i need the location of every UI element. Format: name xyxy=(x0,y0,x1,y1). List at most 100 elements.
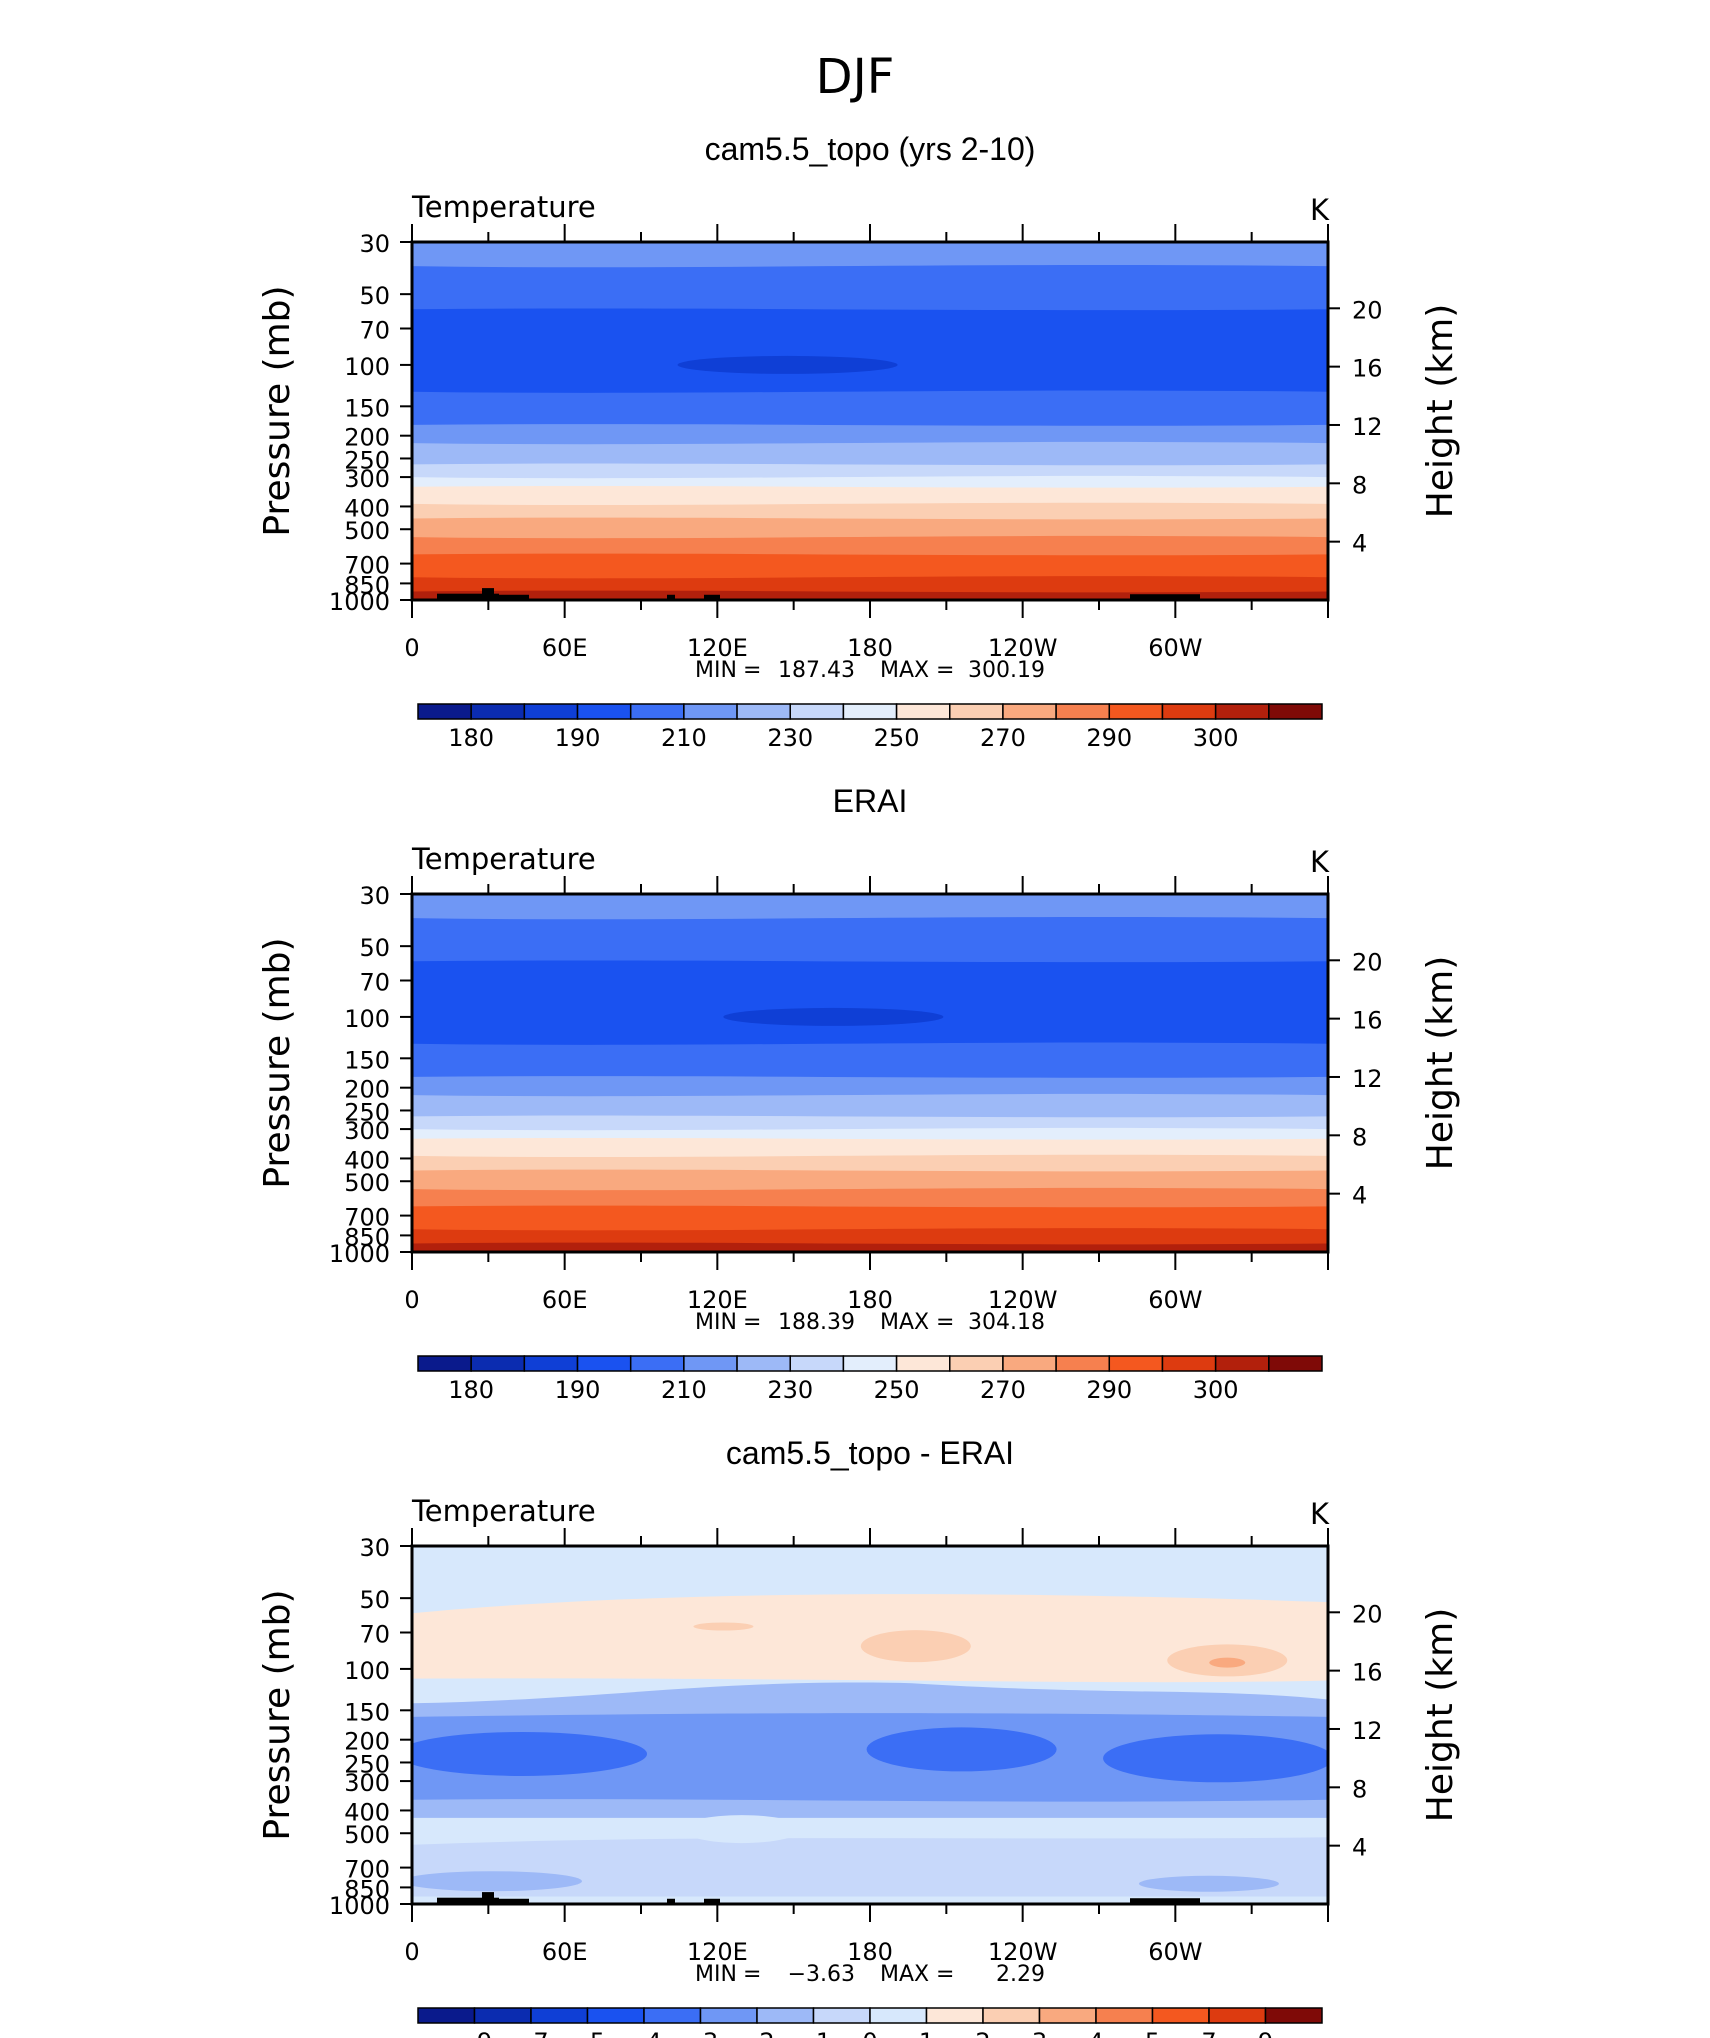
colorbar-swatch xyxy=(949,1355,1004,1372)
height-tick-label: 16 xyxy=(1352,1007,1383,1035)
colorbar-swatch xyxy=(1038,2007,1097,2024)
pressure-tick-label: 1000 xyxy=(329,1240,390,1268)
pressure-tick-label: 100 xyxy=(344,353,390,381)
pressure-tick-label: 1000 xyxy=(329,588,390,616)
temperature-band xyxy=(412,1205,1328,1232)
height-tick-label: 12 xyxy=(1352,413,1383,441)
colorbar-swatch xyxy=(789,1355,845,1372)
near-surface-layer xyxy=(412,1896,1328,1904)
temperature-band xyxy=(412,1228,1328,1246)
colorbar-swatch xyxy=(1268,703,1323,720)
pressure-tick-label: 700 xyxy=(344,552,390,580)
height-tick-label: 20 xyxy=(1352,1600,1383,1628)
topography-mask xyxy=(497,594,529,600)
units-label: K xyxy=(1310,1497,1330,1531)
temperature-band xyxy=(412,1242,1328,1252)
max-label: MAX xyxy=(880,1310,929,1335)
temperature-band xyxy=(412,485,1328,506)
colorbar-label: −1 xyxy=(796,2028,831,2038)
panel-1: cam5.5_topo (yrs 2-10) Temperature K 30 50 70… xyxy=(257,131,1461,752)
cold-core xyxy=(723,1007,944,1026)
topography-mask xyxy=(497,1898,529,1904)
max-label: MAX xyxy=(880,658,929,683)
colorbar-swatch xyxy=(643,2007,702,2024)
pressure-tick-label: 30 xyxy=(359,1534,390,1562)
min-label: MIN xyxy=(695,658,737,683)
pressure-tick-label: 70 xyxy=(359,317,390,345)
warm-anomaly xyxy=(693,1622,754,1631)
pressure-tick-label: 200 xyxy=(344,1728,390,1756)
colorbar-swatch xyxy=(530,2007,589,2024)
warm-anomaly xyxy=(1209,1657,1246,1668)
topography-mask xyxy=(667,594,675,600)
colorbar-label: −5 xyxy=(570,2028,605,2038)
temperature-band xyxy=(412,535,1328,557)
y-axis-label-right: Height (km) xyxy=(1420,304,1461,518)
height-tick-label: 8 xyxy=(1352,1123,1367,1151)
panel-title: cam5.5_topo (yrs 2-10) xyxy=(705,131,1036,167)
colorbar-label: 0 xyxy=(862,2028,877,2038)
colorbar-label: 300 xyxy=(1193,724,1239,752)
colorbar-label: 5 xyxy=(1145,2028,1160,2038)
temperature-band xyxy=(412,1042,1328,1079)
min-equals: = xyxy=(743,658,761,683)
pressure-tick-label: 300 xyxy=(344,1769,390,1797)
lon-tick-label: 60E xyxy=(542,634,588,662)
topography-mask xyxy=(1130,1898,1200,1904)
colorbar-label: 190 xyxy=(555,724,601,752)
pressure-tick-label: 250 xyxy=(344,1750,390,1778)
colorbar-label: 4 xyxy=(1088,2028,1103,2038)
lon-tick-label: 60E xyxy=(542,1286,588,1314)
y-axis-label-right: Height (km) xyxy=(1420,956,1461,1170)
pressure-tick-label: 500 xyxy=(344,1169,390,1197)
colorbar-swatch xyxy=(683,703,738,720)
temperature-band xyxy=(412,590,1328,600)
topography-mask xyxy=(437,1897,499,1904)
colorbar-swatch xyxy=(1055,703,1111,720)
temperature-band xyxy=(412,894,1328,921)
colorbar-swatch xyxy=(417,703,472,720)
pressure-tick-label: 250 xyxy=(344,1098,390,1126)
pressure-tick-label: 400 xyxy=(344,1146,390,1174)
max-value: 304.18 xyxy=(968,1310,1045,1335)
cool-anomaly xyxy=(1103,1734,1328,1783)
pressure-tick-label: 50 xyxy=(359,282,390,310)
colorbar-swatch xyxy=(736,703,791,720)
colorbar-swatch xyxy=(895,1355,951,1372)
colorbar-label: 290 xyxy=(1086,1376,1132,1404)
pressure-tick-label: 200 xyxy=(344,1076,390,1104)
colorbar-label: 210 xyxy=(661,1376,707,1404)
colorbar-label: 270 xyxy=(980,1376,1026,1404)
lon-tick-label: 0 xyxy=(404,634,419,662)
cold-core xyxy=(677,355,898,374)
temperature-band xyxy=(412,502,1328,521)
pressure-tick-label: 850 xyxy=(344,571,390,599)
height-tick-label: 4 xyxy=(1352,1182,1367,1210)
temperature-band xyxy=(412,916,1328,964)
colorbar-label: 3 xyxy=(1032,2028,1047,2038)
temperature-band xyxy=(412,264,1328,312)
colorbar-label: −9 xyxy=(457,2028,492,2038)
colorbar-swatch xyxy=(629,1355,685,1372)
colorbar-swatch xyxy=(576,1355,632,1372)
colorbar-label: 270 xyxy=(980,724,1026,752)
temperature-band xyxy=(412,576,1328,594)
pressure-tick-label: 150 xyxy=(344,394,390,422)
lon-tick-label: 180 xyxy=(847,1938,893,1966)
lon-tick-label: 60W xyxy=(1148,634,1202,662)
pressure-tick-label: 50 xyxy=(359,1586,390,1614)
colorbar-swatch xyxy=(473,2007,532,2024)
temperature-band xyxy=(412,1169,1328,1192)
topography-mask xyxy=(482,1892,494,1904)
height-tick-label: 16 xyxy=(1352,355,1383,383)
min-label: MIN xyxy=(695,1962,737,1987)
colorbar-label: 300 xyxy=(1193,1376,1239,1404)
pressure-tick-label: 70 xyxy=(359,969,390,997)
colorbar-swatch xyxy=(1214,703,1270,720)
variable-label: Temperature xyxy=(411,190,596,224)
colorbar-swatch xyxy=(1108,1355,1164,1372)
colorbar-swatch xyxy=(1002,703,1057,720)
colorbar-swatch xyxy=(1095,2007,1154,2024)
colorbar-swatch xyxy=(869,2007,928,2024)
height-tick-label: 4 xyxy=(1352,530,1367,558)
